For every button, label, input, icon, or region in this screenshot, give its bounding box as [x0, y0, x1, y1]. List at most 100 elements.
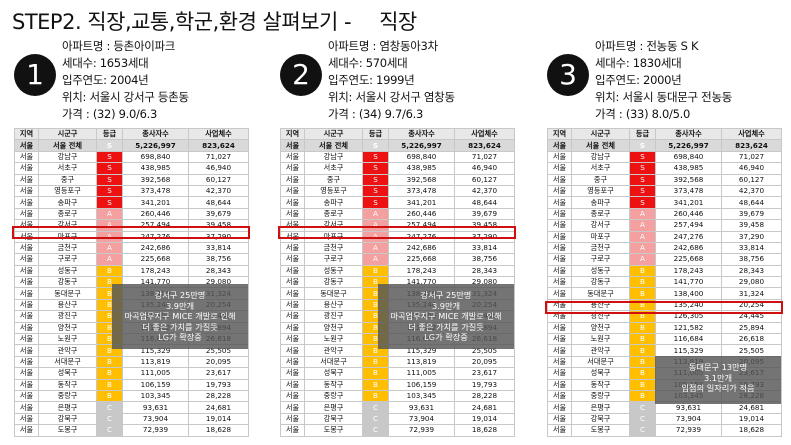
table-row: 서울 성동구 B 178,243 28,343: [280, 264, 515, 278]
region-cell: 서울: [14, 424, 39, 437]
district-cell: 금천구: [38, 241, 97, 255]
workers-cell: 225,668: [655, 253, 722, 266]
business-count-cell: 20,095: [454, 355, 515, 369]
region-cell: 서울: [280, 207, 305, 221]
table-row: 서울 금천구 A 242,686 33,814: [547, 241, 782, 255]
region-cell: 서울: [14, 401, 39, 414]
district-cell: 노원구: [571, 333, 630, 346]
business-count-cell: 25,894: [721, 321, 782, 335]
district-cell: 서초구: [571, 162, 630, 175]
table-row: 서울 도봉구 C 72,939 18,628: [280, 424, 515, 437]
household-count: 세대수: 1653세대: [62, 56, 149, 70]
business-count-cell: 39,458: [721, 219, 782, 232]
region-cell: 서울: [547, 207, 572, 221]
workers-cell: 373,478: [122, 184, 189, 198]
region-cell: 서울: [14, 207, 39, 221]
district-cell: 동작구: [38, 378, 97, 392]
grade-cell: A: [629, 253, 656, 266]
district-cell: 서울 전체: [571, 139, 630, 152]
district-cell: 영등포구: [304, 184, 363, 198]
table-header-row: 지역 시군구 등급 종사자수 사업체수: [280, 127, 515, 141]
grade-cell: A: [96, 253, 123, 266]
region-cell: 서울: [280, 162, 305, 175]
workers-cell: 116,684: [655, 333, 722, 346]
district-cell: 강남구: [304, 150, 363, 164]
table-row: 서울 서울 전체 S 5,226,997 823,624: [14, 139, 249, 152]
district-cell: 서초구: [38, 162, 97, 175]
business-count-cell: 46,940: [721, 162, 782, 175]
region-cell: 서울: [547, 241, 572, 255]
column-header: 종사자수: [388, 127, 455, 141]
district-cell: 영등포구: [571, 184, 630, 198]
business-count-cell: 31,324: [721, 287, 782, 300]
region-cell: 서울: [14, 241, 39, 255]
workers-cell: 698,840: [388, 150, 455, 164]
workers-cell: 93,631: [388, 401, 455, 414]
table-row: 서울 서울 전체 S 5,226,997 823,624: [547, 139, 782, 152]
business-count-cell: 29,080: [721, 276, 782, 289]
workers-cell: 178,243: [388, 264, 455, 278]
table-row: 서울 금천구 A 242,686 33,814: [14, 241, 249, 255]
workers-cell: 260,446: [655, 207, 722, 221]
grade-cell: A: [629, 241, 656, 255]
district-cell: 광진구: [304, 310, 363, 323]
district-cell: 중랑구: [571, 389, 630, 403]
business-count-cell: 39,679: [721, 207, 782, 221]
apartment-location: 위치: 서울시 강서구 등촌동: [62, 90, 189, 104]
district-cell: 양천구: [38, 321, 97, 335]
business-count-cell: 24,681: [188, 401, 249, 414]
business-count-cell: 19,014: [188, 412, 249, 426]
region-cell: 서울: [280, 344, 305, 357]
district-cell: 양천구: [571, 321, 630, 335]
district-cell: 구로구: [571, 253, 630, 266]
table-row: 서울 마포구 A 247,276 37,290: [14, 230, 249, 243]
district-cell: 서울 전체: [304, 139, 363, 152]
workers-cell: 72,939: [655, 424, 722, 437]
region-cell: 서울: [280, 367, 305, 380]
grade-cell: A: [362, 207, 389, 221]
grade-cell: A: [96, 241, 123, 255]
district-cell: 금천구: [304, 241, 363, 255]
table-row: 서울 송파구 S 341,201 48,644: [280, 196, 515, 209]
district-cell: 중랑구: [304, 389, 363, 403]
district-cell: 송파구: [571, 196, 630, 209]
grade-cell: B: [96, 378, 123, 392]
business-count-cell: 48,644: [188, 196, 249, 209]
district-cell: 서대문구: [38, 355, 97, 369]
grade-cell: B: [629, 378, 656, 392]
grade-cell: S: [629, 184, 656, 198]
workers-cell: 113,819: [388, 355, 455, 369]
workers-cell: 247,276: [655, 230, 722, 243]
table-row: 서울 서초구 S 438,985 46,940: [547, 162, 782, 175]
workers-cell: 373,478: [388, 184, 455, 198]
business-count-cell: 823,624: [721, 139, 782, 152]
region-cell: 서울: [280, 241, 305, 255]
region-cell: 서울: [280, 184, 305, 198]
district-cell: 동작구: [304, 378, 363, 392]
workers-cell: 121,582: [655, 321, 722, 335]
table-row: 서울 관악구 B 115,329 25,505: [547, 344, 782, 357]
table-row: 서울 강서구 A 257,494 39,458: [14, 219, 249, 232]
business-count-cell: 42,370: [721, 184, 782, 198]
region-cell: 서울: [547, 321, 572, 335]
district-cell: 금천구: [571, 241, 630, 255]
workers-cell: 73,904: [388, 412, 455, 426]
district-cell: 강동구: [571, 276, 630, 289]
column-header: 사업체수: [188, 127, 249, 141]
page-title: STEP2. 직장,교통,학군,환경 살펴보기 - 직장: [12, 6, 417, 36]
table-row: 서울 강서구 A 257,494 39,458: [547, 219, 782, 232]
business-count-cell: 38,756: [454, 253, 515, 266]
column-header: 시군구: [304, 127, 363, 141]
business-count-cell: 23,617: [188, 367, 249, 380]
table-row: 서울 은평구 C 93,631 24,681: [14, 401, 249, 414]
grade-cell: B: [629, 321, 656, 335]
district-cell: 동대문구: [571, 287, 630, 300]
region-cell: 서울: [14, 184, 39, 198]
region-cell: 서울: [14, 378, 39, 392]
overlay-line: 강서구 25만명: [420, 290, 472, 300]
region-cell: 서울: [14, 344, 39, 357]
district-cell: 강북구: [304, 412, 363, 426]
business-count-cell: 39,679: [454, 207, 515, 221]
workers-cell: 111,005: [122, 367, 189, 380]
business-count-cell: 71,027: [721, 150, 782, 164]
